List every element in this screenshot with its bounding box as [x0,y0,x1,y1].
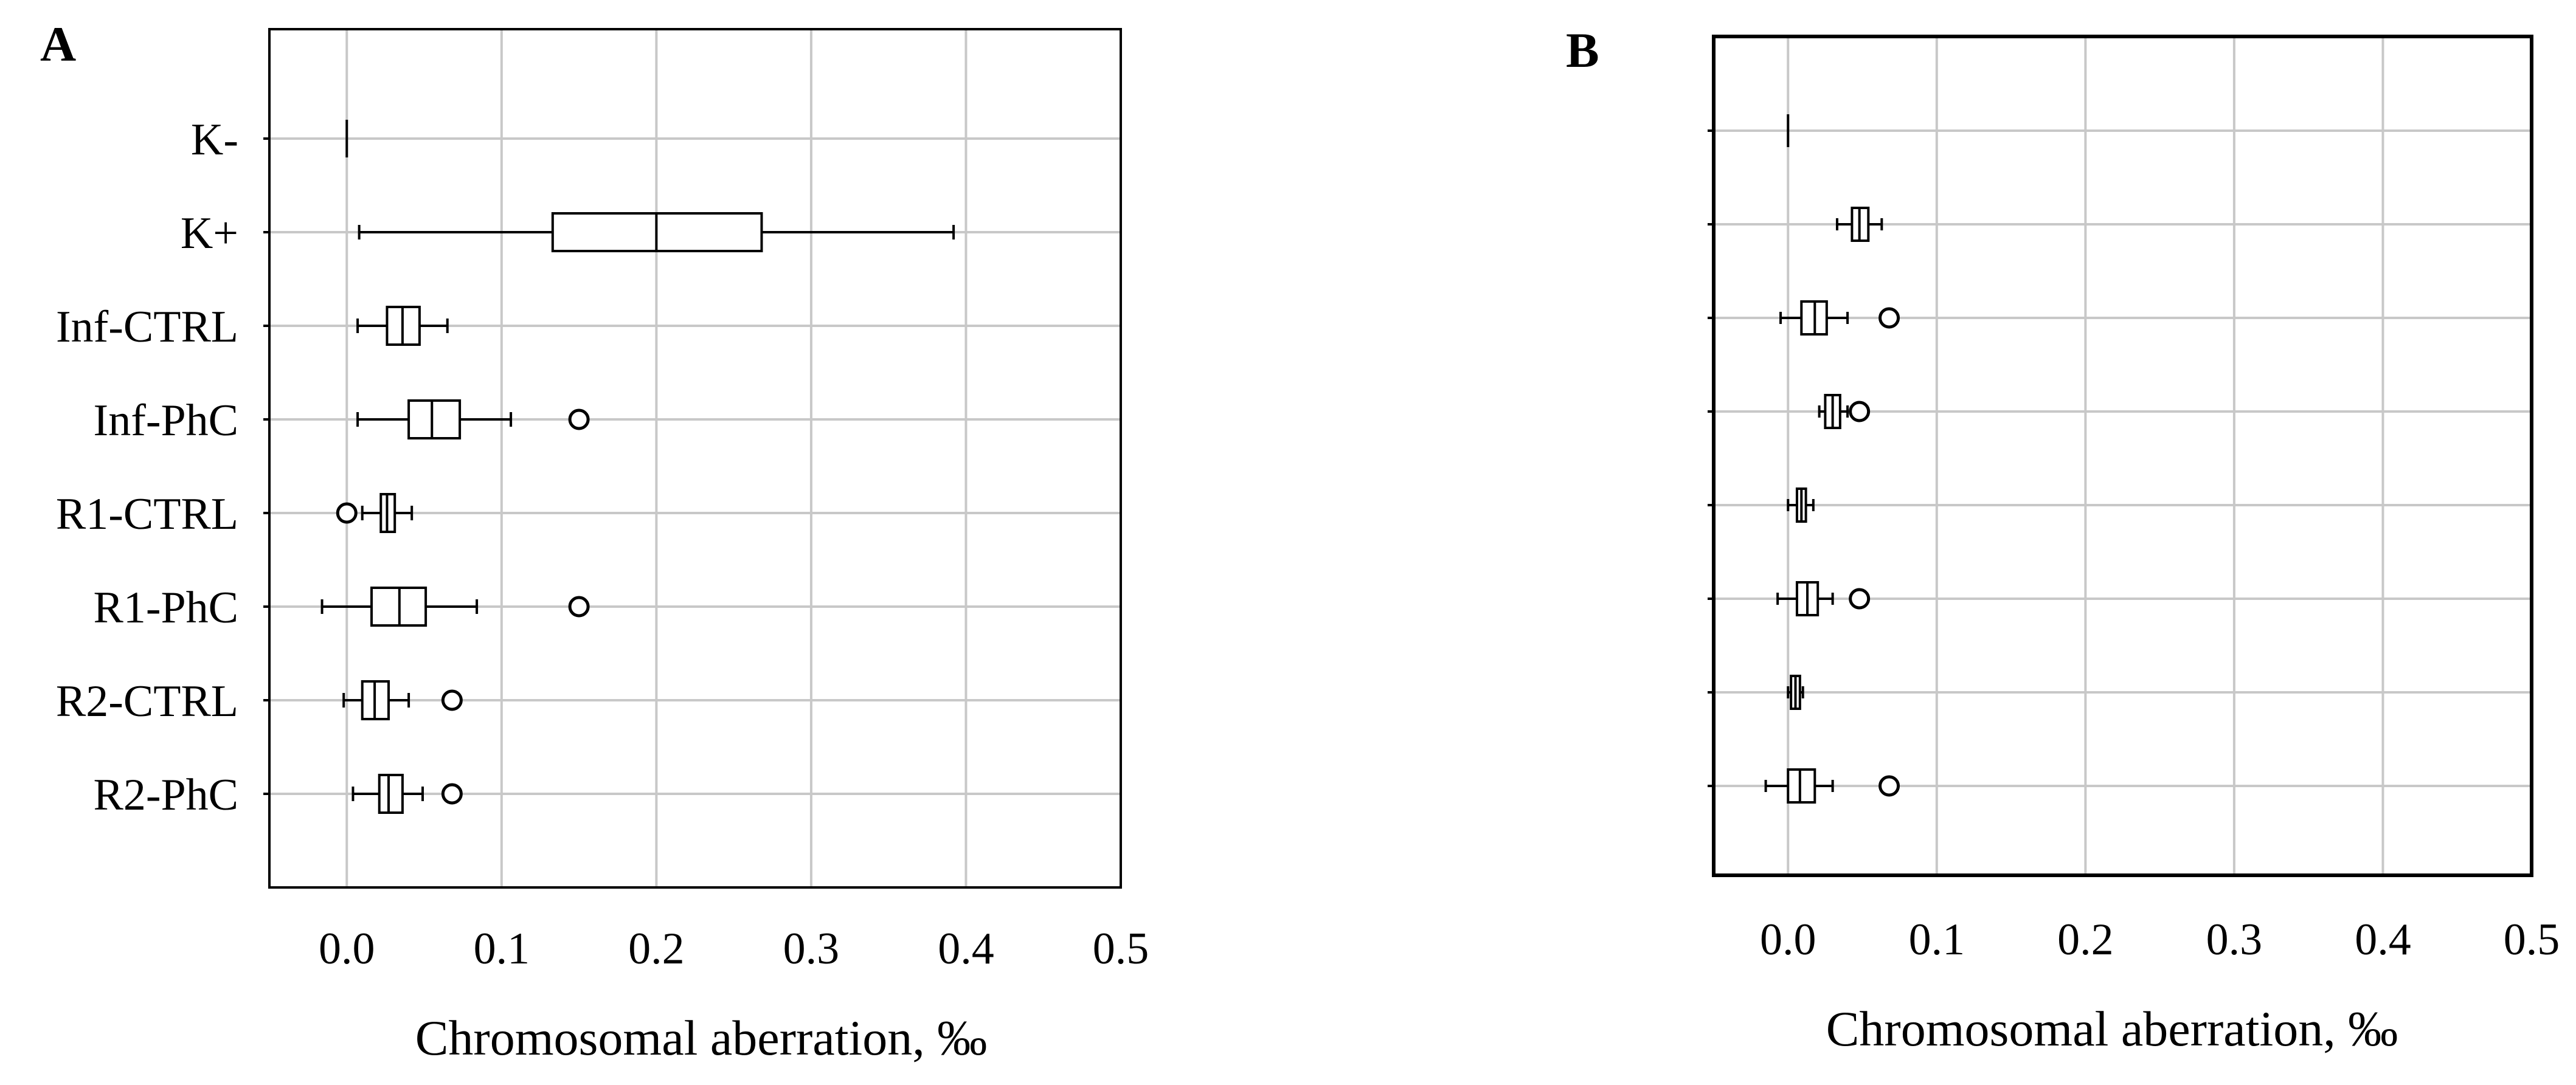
x-tick-label-0: 0.0 [319,924,375,974]
outlier-6-0 [441,689,463,711]
category-label-5: R1-PhC [93,583,238,633]
x-axis-title-a: Chromosomal aberration, ‰ [415,1010,988,1066]
category-label-4: R1-CTRL [56,489,238,539]
outlier-2-0 [1878,307,1900,329]
outlier-3-0 [568,408,590,430]
x-tick-label-2: 0.2 [628,924,685,974]
x-tick-label-1: 0.1 [474,924,530,974]
category-label-1: K+ [181,208,238,258]
x-tick-label-3: 0.3 [2206,915,2263,965]
x-tick-label-4: 0.4 [938,924,994,974]
category-label-6: R2-CTRL [56,677,238,726]
category-label-3: Inf-PhC [94,396,238,446]
box-7 [1787,768,1816,804]
plot-frame [268,28,1122,889]
panel-letter-b: B [1566,22,1599,78]
plot-frame [1712,35,2533,877]
category-label-2: Inf-CTRL [56,302,238,352]
category-label-7: R2-PhC [93,770,238,820]
outlier-7-0 [441,783,463,805]
x-tick-label-5: 0.5 [2504,915,2560,965]
x-tick-label-4: 0.4 [2355,915,2411,965]
outlier-3-0 [1849,401,1871,422]
panel-b-boxplot: 0.0 0.1 0.2 0.3 0.4 0.5 [1708,35,2560,965]
outlier-5-0 [1849,588,1871,610]
outlier-7-0 [1878,775,1900,797]
x-tick-label-1: 0.1 [1909,915,1965,965]
x-tick-label-5: 0.5 [1093,924,1149,974]
box-3 [407,399,462,439]
x-axis-title-b: Chromosomal aberration, ‰ [1826,1001,2398,1056]
outlier-4-0 [336,502,358,524]
outlier-5-0 [568,596,590,618]
x-tick-label-3: 0.3 [783,924,840,974]
x-tick-label-2: 0.2 [2057,915,2114,965]
category-label-0: K- [191,115,238,165]
panel-a-boxplot: 0.0 0.1 0.2 0.3 0.4 0.5 K- K+ Inf-CTRL Inf-PhC R1-… [56,28,1149,974]
x-tick-label-0: 0.0 [1760,915,1816,965]
panel-letter-a: A [40,16,76,72]
box-7 [378,774,404,814]
